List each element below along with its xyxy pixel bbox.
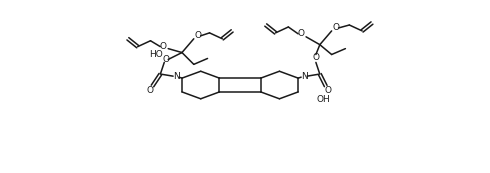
Text: O: O — [324, 86, 331, 95]
Text: O: O — [297, 29, 305, 38]
Text: N: N — [301, 72, 307, 81]
Text: OH: OH — [317, 95, 331, 104]
Text: HO: HO — [149, 50, 163, 59]
Text: O: O — [163, 55, 170, 64]
Text: N: N — [172, 72, 179, 81]
Text: O: O — [194, 31, 201, 40]
Text: O: O — [332, 24, 339, 33]
Text: O: O — [147, 86, 154, 95]
Text: O: O — [160, 42, 167, 51]
Text: O: O — [313, 53, 319, 62]
